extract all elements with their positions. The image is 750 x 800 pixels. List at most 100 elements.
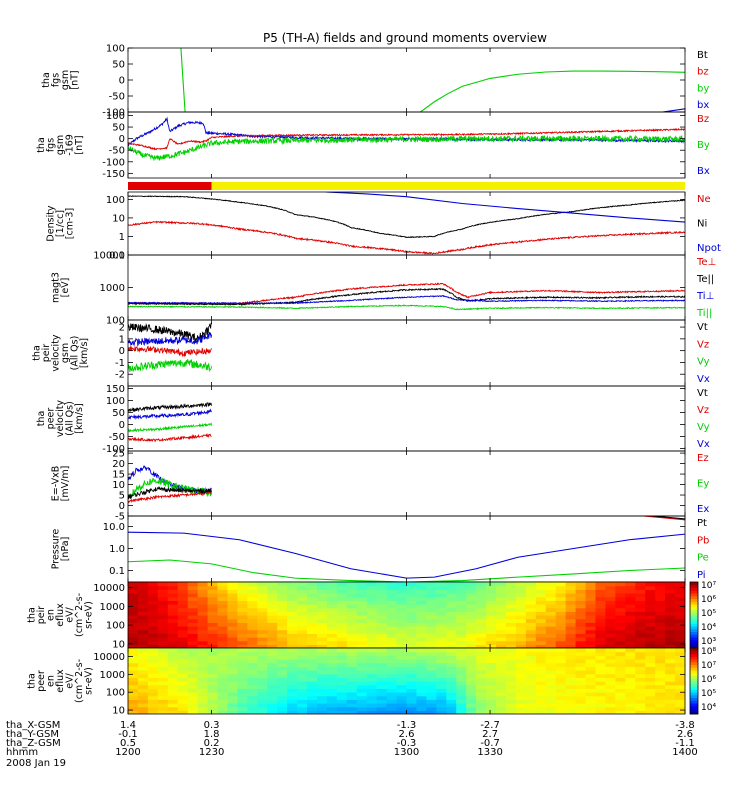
spectrogram-cell xyxy=(177,684,189,689)
spectrogram-cell xyxy=(237,600,248,605)
spectrogram-cell xyxy=(346,688,358,693)
spectrogram-cell xyxy=(436,593,447,598)
spectrogram-cell xyxy=(267,607,278,612)
spectrogram-cell xyxy=(565,648,577,653)
spectrogram-cell xyxy=(645,644,656,648)
spectrogram-cell xyxy=(267,585,278,590)
spectrogram-cell xyxy=(665,710,676,714)
spectrogram-cell xyxy=(515,699,527,704)
spectrogram-cell xyxy=(207,589,219,594)
legend-entry: bx xyxy=(697,100,709,111)
spectrogram-cell xyxy=(635,585,646,590)
spectrogram-cell xyxy=(316,681,328,686)
spectrogram-cell xyxy=(585,618,597,623)
spectrogram-cell xyxy=(595,644,607,648)
spectrogram-cell xyxy=(257,629,268,634)
spectrogram-cell xyxy=(307,622,318,627)
spectrogram-cell xyxy=(406,695,418,700)
spectrogram-cell xyxy=(545,593,557,598)
spectrogram-cell xyxy=(555,589,567,594)
legend-entry: Vt xyxy=(697,322,708,333)
y-axis-label-line: eflux xyxy=(55,603,66,627)
spectrogram-cell xyxy=(386,585,398,590)
spectrogram-cell xyxy=(675,626,685,631)
spectrogram-cell xyxy=(605,684,616,689)
spectrogram-cell xyxy=(655,604,666,609)
spectrogram-cell xyxy=(277,629,288,634)
spectrogram-cell xyxy=(655,637,666,642)
spectrogram-cell xyxy=(565,662,577,667)
spectrogram-cell xyxy=(137,651,149,656)
spectrogram-cell xyxy=(615,582,626,587)
spectrogram-cell xyxy=(247,582,258,587)
spectrogram-cell xyxy=(615,611,626,616)
spectrogram-cell xyxy=(515,589,527,594)
spectrogram-cell xyxy=(436,585,447,590)
spectrogram-cell xyxy=(217,681,229,686)
spectrogram-cell xyxy=(217,710,229,714)
spectrogram-cell xyxy=(635,684,646,689)
spectrogram-cell xyxy=(267,589,278,594)
spectrogram-cell xyxy=(386,651,398,656)
colorbar-swatch xyxy=(690,590,698,594)
spectrogram-cell xyxy=(277,655,288,660)
spectrogram-cell xyxy=(277,607,288,612)
spectrogram-cell xyxy=(615,633,626,638)
spectrogram-cell xyxy=(277,684,288,689)
colorbar-swatch xyxy=(690,659,698,663)
spectrogram-cell xyxy=(386,684,398,689)
spectrogram-cell xyxy=(565,596,577,601)
spectrogram-cell xyxy=(645,615,656,620)
spectrogram-cell xyxy=(316,633,328,638)
spectrogram-cell xyxy=(545,659,557,664)
spectrogram-cell xyxy=(406,662,418,667)
spectrogram-cell xyxy=(307,706,318,711)
spectrogram-cell xyxy=(137,629,149,634)
spectrogram-cell xyxy=(635,618,646,623)
spectrogram-cell xyxy=(426,629,437,634)
spectrogram-cell xyxy=(615,699,626,704)
spectrogram-cell xyxy=(297,706,308,711)
spectrogram-cell xyxy=(655,615,666,620)
spectrogram-cell xyxy=(287,593,298,598)
spectrogram-cell xyxy=(147,593,159,598)
spectrogram-cell xyxy=(615,644,626,648)
y-tick-label: -100 xyxy=(102,108,125,119)
spectrogram-cell xyxy=(535,692,547,697)
spectrogram-cell xyxy=(476,673,487,678)
spectrogram-cell xyxy=(157,699,169,704)
spectrogram-cell xyxy=(128,655,139,660)
spectrogram-cell xyxy=(496,655,507,660)
spectrogram-cell xyxy=(615,677,626,682)
spectrogram-cell xyxy=(346,670,358,675)
spectrogram-cell xyxy=(655,677,666,682)
spectrogram-cell xyxy=(167,695,179,700)
spectrogram-cell xyxy=(177,710,189,714)
spectrogram-cell xyxy=(297,662,308,667)
spectrogram-cell xyxy=(585,695,597,700)
spectrogram-cell xyxy=(545,582,557,587)
spectrogram-cell xyxy=(476,688,487,693)
spectrogram-cell xyxy=(665,692,676,697)
spectrogram-cell xyxy=(635,692,646,697)
spectrogram-cell xyxy=(585,662,597,667)
spectrogram-cell xyxy=(665,655,676,660)
spectrogram-cell xyxy=(147,666,159,671)
spectrogram-cell xyxy=(187,593,199,598)
spectrogram-cell xyxy=(257,633,268,638)
colorbar-swatch xyxy=(690,626,698,630)
spectrogram-cell xyxy=(525,659,537,664)
spectrogram-cell xyxy=(157,692,169,697)
spectrogram-cell xyxy=(615,615,626,620)
orbit-row-label: tha_Y-GSM xyxy=(6,729,59,740)
spectrogram-cell xyxy=(505,644,517,648)
spectrogram-cell xyxy=(187,611,199,616)
spectrogram-cell xyxy=(336,666,348,671)
spectrogram-cell xyxy=(237,593,248,598)
spectrogram-cell xyxy=(476,699,487,704)
spectrogram-cell xyxy=(287,699,298,704)
spectrogram-cell xyxy=(287,692,298,697)
spectrogram-cell xyxy=(545,615,557,620)
spectrogram-cell xyxy=(635,622,646,627)
spectrogram-cell xyxy=(486,648,497,653)
